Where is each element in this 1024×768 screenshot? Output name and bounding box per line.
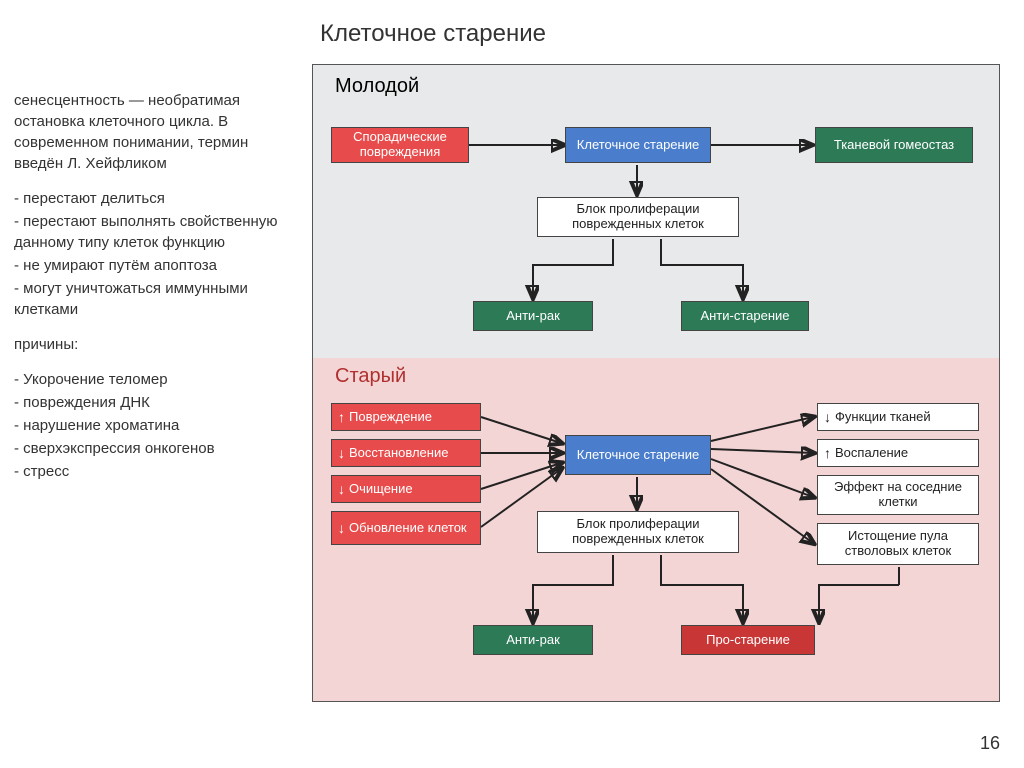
node-anticancer-young: Анти-рак: [473, 301, 593, 331]
node-antiaging-young: Анти-старение: [681, 301, 809, 331]
cause-item: - Укорочение теломер: [14, 369, 294, 390]
node-cell-aging-old: Клеточное старение: [565, 435, 711, 475]
node-clearance: ↓ Очищение: [331, 475, 481, 503]
diagram-frame: Молодой Спорадические повреждения Клеточ…: [312, 64, 1000, 702]
intro-paragraph: сенесцентность — необратимая остановка к…: [14, 90, 294, 174]
node-recovery-label: Восстановление: [349, 446, 448, 461]
up-arrow-icon: ↑: [824, 445, 831, 461]
node-cell-aging-young: Клеточное старение: [565, 127, 711, 163]
property-item: - перестают выполнять свойственную данно…: [14, 211, 294, 253]
node-tissue-function-label: Функции тканей: [835, 410, 931, 425]
property-item: - не умирают путём апоптоза: [14, 255, 294, 276]
node-stem-exhaustion: Истощение пула стволовых клеток: [817, 523, 979, 565]
cause-item: - сверхэкспрессия онкогенов: [14, 438, 294, 459]
node-renewal: ↓ Обновление клеток: [331, 511, 481, 545]
old-label: Старый: [335, 365, 406, 388]
node-proliferation-block-young: Блок пролиферации поврежденных клеток: [537, 197, 739, 237]
property-item: - перестают делиться: [14, 188, 294, 209]
node-renewal-label: Обновление клеток: [349, 521, 467, 536]
node-neighbor-effect: Эффект на соседние клетки: [817, 475, 979, 515]
cause-item: - стресс: [14, 461, 294, 482]
node-anticancer-old: Анти-рак: [473, 625, 593, 655]
down-arrow-icon: ↓: [824, 409, 831, 425]
page-number: 16: [980, 733, 1000, 754]
node-sporadic-damage: Спорадические повреждения: [331, 127, 469, 163]
node-clearance-label: Очищение: [349, 482, 413, 497]
node-tissue-homeostasis: Тканевой гомеостаз: [815, 127, 973, 163]
down-arrow-icon: ↓: [338, 445, 345, 461]
node-inflammation: ↑ Воспаление: [817, 439, 979, 467]
node-proliferation-block-old: Блок пролиферации поврежденных клеток: [537, 511, 739, 553]
down-arrow-icon: ↓: [338, 481, 345, 497]
properties-list: - перестают делиться - перестают выполня…: [14, 188, 294, 320]
property-item: - могут уничтожаться иммунными клетками: [14, 278, 294, 320]
page-title: Клеточное старение: [320, 20, 546, 48]
node-damage-label: Повреждение: [349, 410, 432, 425]
cause-item: - нарушение хроматина: [14, 415, 294, 436]
causes-list: - Укорочение теломер - повреждения ДНК -…: [14, 369, 294, 482]
sidebar-text: сенесцентность — необратимая остановка к…: [14, 90, 294, 496]
node-proaging: Про-старение: [681, 625, 815, 655]
node-recovery: ↓ Восстановление: [331, 439, 481, 467]
cause-item: - повреждения ДНК: [14, 392, 294, 413]
up-arrow-icon: ↑: [338, 409, 345, 425]
causes-header: причины:: [14, 334, 294, 355]
node-damage: ↑ Повреждение: [331, 403, 481, 431]
down-arrow-icon: ↓: [338, 520, 345, 536]
young-label: Молодой: [335, 75, 419, 98]
node-inflammation-label: Воспаление: [835, 446, 908, 461]
node-tissue-function: ↓ Функции тканей: [817, 403, 979, 431]
